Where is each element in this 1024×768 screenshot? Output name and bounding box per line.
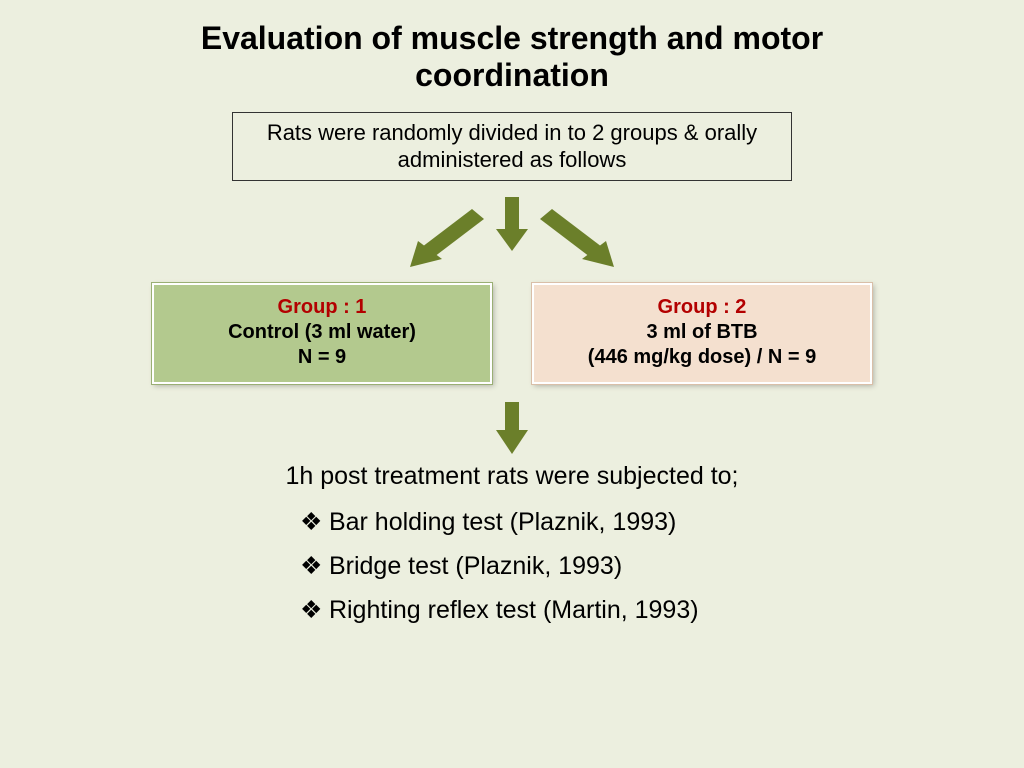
test-2-text: Bridge test (Plaznik, 1993) xyxy=(329,552,622,580)
bullet-icon: ❖ xyxy=(300,551,322,581)
bullet-icon: ❖ xyxy=(300,507,322,537)
test-3-text: Righting reflex test (Martin, 1993) xyxy=(329,596,699,624)
group-1-line3: N = 9 xyxy=(162,345,482,370)
tests-list: ❖ Bar holding test (Plaznik, 1993) ❖ Bri… xyxy=(300,507,1024,625)
intro-box: Rats were randomly divided in to 2 group… xyxy=(232,112,792,181)
group-2-line2: 3 ml of BTB xyxy=(542,320,862,345)
group-1-line2: Control (3 ml water) xyxy=(162,320,482,345)
page-title: Evaluation of muscle strength and motor … xyxy=(0,0,1024,94)
group-2-label: Group : 2 xyxy=(542,295,862,320)
post-treatment-text: 1h post treatment rats were subjected to… xyxy=(0,462,1024,491)
groups-row: Group : 1 Control (3 ml water) N = 9 Gro… xyxy=(0,283,1024,384)
bullet-icon: ❖ xyxy=(300,595,322,625)
group-1-label: Group : 1 xyxy=(162,295,482,320)
test-item-1: ❖ Bar holding test (Plaznik, 1993) xyxy=(300,507,1024,537)
test-1-text: Bar holding test (Plaznik, 1993) xyxy=(329,508,676,536)
group-1-box: Group : 1 Control (3 ml water) N = 9 xyxy=(152,283,492,384)
arrow-down xyxy=(0,398,1024,458)
test-item-2: ❖ Bridge test (Plaznik, 1993) xyxy=(300,551,1024,581)
group-2-box: Group : 2 3 ml of BTB (446 mg/kg dose) /… xyxy=(532,283,872,384)
group-2-line3: (446 mg/kg dose) / N = 9 xyxy=(542,345,862,370)
test-item-3: ❖ Righting reflex test (Martin, 1993) xyxy=(300,595,1024,625)
arrow-split xyxy=(212,189,812,279)
